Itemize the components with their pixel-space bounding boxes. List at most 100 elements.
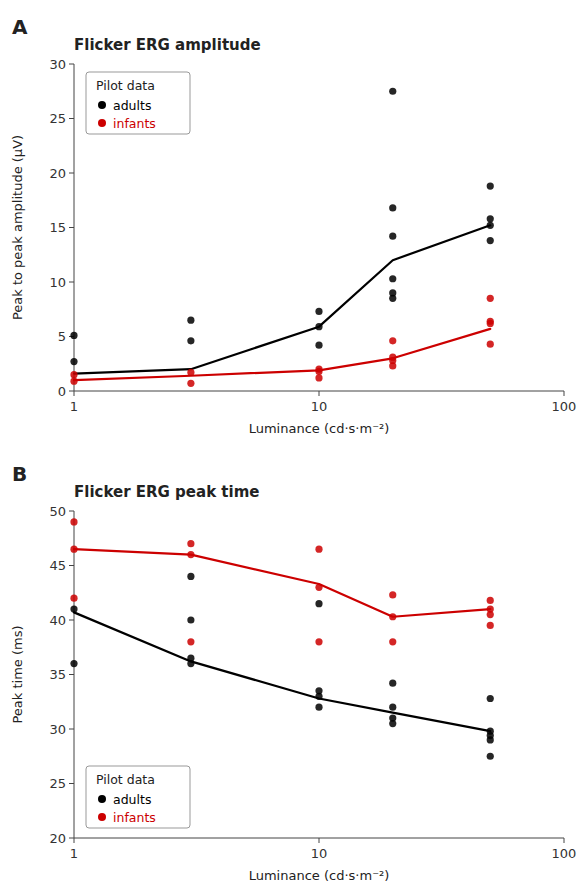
y-tick bbox=[69, 227, 74, 228]
point bbox=[389, 337, 396, 344]
point bbox=[187, 551, 194, 558]
point bbox=[389, 275, 396, 282]
y-tick-label: 30 bbox=[49, 57, 66, 72]
x-tick bbox=[74, 391, 75, 396]
background bbox=[0, 0, 582, 894]
y-tick bbox=[69, 173, 74, 174]
y-tick-label: 0 bbox=[58, 384, 66, 399]
line bbox=[74, 225, 490, 373]
point bbox=[187, 616, 194, 623]
legend-box bbox=[86, 72, 190, 134]
y-tick-label: 35 bbox=[49, 667, 66, 682]
legend-label: adults bbox=[113, 98, 151, 113]
point bbox=[187, 540, 194, 547]
x-axis-label: Luminance (cd·s·m⁻²) bbox=[249, 868, 390, 883]
y-tick bbox=[69, 118, 74, 119]
x-tick-label: 10 bbox=[311, 399, 328, 414]
point bbox=[70, 595, 77, 602]
y-tick-label: 50 bbox=[49, 504, 66, 519]
y-tick bbox=[69, 838, 74, 839]
point bbox=[70, 332, 77, 339]
point bbox=[70, 371, 77, 378]
point bbox=[315, 546, 322, 553]
legend-box bbox=[86, 766, 190, 828]
point bbox=[70, 660, 77, 667]
point bbox=[487, 320, 494, 327]
point bbox=[389, 680, 396, 687]
point bbox=[70, 378, 77, 385]
y-tick bbox=[69, 620, 74, 621]
legend: Pilot dataadultsinfants bbox=[86, 766, 190, 828]
point bbox=[70, 606, 77, 613]
point bbox=[389, 204, 396, 211]
y-tick-label: 20 bbox=[49, 831, 66, 846]
x-tick bbox=[319, 391, 320, 396]
point bbox=[315, 638, 322, 645]
line bbox=[74, 549, 490, 617]
point bbox=[487, 222, 494, 229]
point bbox=[70, 358, 77, 365]
x-tick-label: 100 bbox=[552, 399, 577, 414]
point bbox=[487, 341, 494, 348]
y-tick-label: 10 bbox=[49, 275, 66, 290]
panel: BFlicker ERG peak time110100202530354045… bbox=[10, 462, 576, 883]
point bbox=[187, 369, 194, 376]
figure: AFlicker ERG amplitude110100051015202530… bbox=[0, 0, 582, 894]
point bbox=[389, 638, 396, 645]
y-tick-label: 25 bbox=[49, 776, 66, 791]
x-tick bbox=[564, 391, 565, 396]
panel-label: B bbox=[12, 462, 27, 486]
y-tick-label: 25 bbox=[49, 111, 66, 126]
y-tick bbox=[69, 64, 74, 65]
y-tick-label: 20 bbox=[49, 166, 66, 181]
legend: Pilot dataadultsinfants bbox=[86, 72, 190, 134]
title: Flicker ERG peak time bbox=[74, 483, 259, 501]
y-tick-label: 40 bbox=[49, 613, 66, 628]
line bbox=[74, 612, 490, 731]
point bbox=[187, 660, 194, 667]
x-tick-label: 10 bbox=[311, 846, 328, 861]
point bbox=[70, 546, 77, 553]
y-tick bbox=[69, 511, 74, 512]
point bbox=[389, 613, 396, 620]
legend-title: Pilot data bbox=[96, 772, 155, 787]
y-tick bbox=[69, 729, 74, 730]
point bbox=[187, 638, 194, 645]
y-tick bbox=[69, 391, 74, 392]
point bbox=[487, 237, 494, 244]
title: Flicker ERG amplitude bbox=[74, 36, 261, 54]
point bbox=[487, 622, 494, 629]
y-axis-label: Peak to peak amplitude (µV) bbox=[10, 135, 25, 320]
point bbox=[187, 337, 194, 344]
point bbox=[70, 518, 77, 525]
point bbox=[487, 215, 494, 222]
y-tick-label: 30 bbox=[49, 722, 66, 737]
point bbox=[389, 362, 396, 369]
point bbox=[315, 323, 322, 330]
point bbox=[389, 591, 396, 598]
point bbox=[389, 720, 396, 727]
legend-label: infants bbox=[113, 810, 156, 825]
point bbox=[315, 704, 322, 711]
y-tick bbox=[69, 282, 74, 283]
x-axis-label: Luminance (cd·s·m⁻²) bbox=[249, 421, 390, 436]
x-tick bbox=[564, 838, 565, 843]
point bbox=[389, 233, 396, 240]
point bbox=[187, 380, 194, 387]
point bbox=[315, 600, 322, 607]
plot-area bbox=[70, 518, 493, 760]
legend-marker bbox=[98, 119, 106, 127]
point bbox=[487, 295, 494, 302]
legend-marker bbox=[98, 101, 106, 109]
y-tick-label: 15 bbox=[49, 220, 66, 235]
point bbox=[315, 342, 322, 349]
y-tick-label: 45 bbox=[49, 558, 66, 573]
point bbox=[487, 611, 494, 618]
point bbox=[487, 597, 494, 604]
x-tick-label: 1 bbox=[70, 399, 78, 414]
point bbox=[315, 368, 322, 375]
y-tick bbox=[69, 783, 74, 784]
point bbox=[315, 693, 322, 700]
point bbox=[389, 88, 396, 95]
point bbox=[487, 736, 494, 743]
